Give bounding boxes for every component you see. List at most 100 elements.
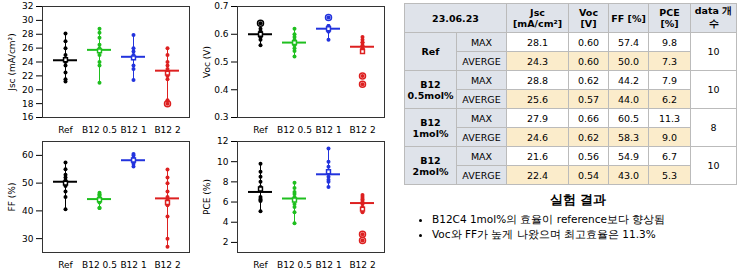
svg-text:2: 2 xyxy=(223,237,229,247)
svg-text:B12 1: B12 1 xyxy=(120,125,146,135)
html-text:24.3: 24.3 xyxy=(526,55,549,67)
html-text:27.9: 27.9 xyxy=(526,112,549,124)
svg-text:50: 50 xyxy=(22,178,34,188)
html-text:MAX: MAX xyxy=(470,36,493,48)
html-text:44.0: 44.0 xyxy=(617,93,640,105)
svg-text:Ref: Ref xyxy=(58,125,73,135)
html-text:21.6: 21.6 xyxy=(526,150,549,162)
svg-text:0.7: 0.7 xyxy=(214,1,228,11)
svg-text:0.3: 0.3 xyxy=(214,112,228,122)
svg-text:28: 28 xyxy=(22,29,34,39)
svg-text:0.5: 0.5 xyxy=(214,57,228,67)
html-text:0.66: 0.66 xyxy=(577,112,600,124)
html-text:0.54: 0.54 xyxy=(577,169,600,181)
html-text:Jsc [mA/cm²]: Jsc [mA/cm²] xyxy=(513,7,563,29)
svg-text:0.6: 0.6 xyxy=(214,29,229,39)
html-text:AVERGE: AVERGE xyxy=(462,131,501,143)
html-text:B12 1mol%: B12 1mol% xyxy=(412,116,449,139)
html-text:0.62: 0.62 xyxy=(577,74,600,86)
html-text:6.2: 6.2 xyxy=(662,93,678,105)
html-text:10: 10 xyxy=(707,84,720,95)
html-text:28.1: 28.1 xyxy=(526,36,549,48)
html-text:23.06.23: 23.06.23 xyxy=(432,12,479,24)
svg-text:18: 18 xyxy=(22,99,34,109)
svg-text:30: 30 xyxy=(22,234,34,244)
html-text:10: 10 xyxy=(707,160,720,171)
html-text:MAX: MAX xyxy=(470,112,493,124)
svg-text:4: 4 xyxy=(223,217,229,227)
html-text:MAX: MAX xyxy=(470,150,493,162)
svg-text:B12 2: B12 2 xyxy=(349,260,375,270)
html-text:data 개수: data 개수 xyxy=(694,5,733,29)
html-text:0.57: 0.57 xyxy=(577,93,600,105)
svg-text:26: 26 xyxy=(22,43,34,53)
svg-text:60: 60 xyxy=(22,150,34,160)
html-text:6.7: 6.7 xyxy=(662,150,678,162)
html-text:MAX: MAX xyxy=(470,74,493,86)
svg-text:12: 12 xyxy=(217,136,228,146)
html-text:PCE [%]: PCE [%] xyxy=(659,7,680,29)
html-text:9.8: 9.8 xyxy=(662,36,678,48)
html-text:43.0: 43.0 xyxy=(617,169,640,181)
svg-text:B12 2: B12 2 xyxy=(154,260,180,270)
html-text:9.0: 9.0 xyxy=(662,131,678,143)
svg-text:8: 8 xyxy=(223,177,229,187)
svg-text:24: 24 xyxy=(22,57,34,67)
html-text:Voc [V]: Voc [V] xyxy=(579,7,598,29)
html-text:44.2: 44.2 xyxy=(617,74,640,86)
html-text:FF [%]: FF [%] xyxy=(611,12,646,24)
html-text:50.0: 50.0 xyxy=(617,55,640,67)
html-text:28.8: 28.8 xyxy=(526,74,549,86)
svg-text:B12 0.5: B12 0.5 xyxy=(82,125,117,135)
html-text:60.5: 60.5 xyxy=(617,112,640,124)
svg-text:20: 20 xyxy=(22,85,34,95)
html-text:Ref: Ref xyxy=(421,46,440,57)
svg-text:Voc (V): Voc (V) xyxy=(202,46,212,78)
svg-text:B12 0.5: B12 0.5 xyxy=(277,260,312,270)
svg-text:B12 2: B12 2 xyxy=(154,125,180,135)
html-text:실험 결과: 실험 결과 xyxy=(549,192,607,207)
svg-text:0.4: 0.4 xyxy=(214,85,229,95)
html-text:0.56: 0.56 xyxy=(577,150,600,162)
html-text:AVERGE: AVERGE xyxy=(462,55,501,67)
svg-text:B12 1: B12 1 xyxy=(120,260,146,270)
html-text:58.3: 58.3 xyxy=(617,131,640,143)
html-text:0.62: 0.62 xyxy=(577,131,600,143)
svg-text:22: 22 xyxy=(22,71,33,81)
svg-text:B12 1: B12 1 xyxy=(315,260,341,270)
html-text:0.60: 0.60 xyxy=(577,55,600,67)
html-text:7.9: 7.9 xyxy=(662,74,678,86)
html-text:AVERGE: AVERGE xyxy=(462,93,501,105)
svg-text:Jsc (mA/cm²): Jsc (mA/cm²) xyxy=(7,33,17,91)
html-text:B12C4 1mol%의 효율이 reference보다 향: B12C4 1mol%의 효율이 reference보다 향상됨 xyxy=(432,213,666,225)
html-text:22.4: 22.4 xyxy=(526,169,549,181)
svg-text:B12 2: B12 2 xyxy=(349,125,375,135)
html-text:AVERGE: AVERGE xyxy=(462,169,501,181)
svg-text:FF (%): FF (%) xyxy=(7,183,17,212)
html-text:10: 10 xyxy=(707,46,720,57)
html-text:B12 0.5mol%: B12 0.5mol% xyxy=(407,78,454,101)
svg-text:Ref: Ref xyxy=(58,260,73,270)
svg-text:30: 30 xyxy=(22,15,34,25)
svg-text:PCE (%): PCE (%) xyxy=(202,179,212,215)
html-text:7.3: 7.3 xyxy=(662,55,678,67)
svg-text:Ref: Ref xyxy=(253,125,268,135)
svg-text:16: 16 xyxy=(22,112,34,122)
html-text:5.3: 5.3 xyxy=(662,169,678,181)
html-text:B12 2mol%: B12 2mol% xyxy=(412,154,449,177)
html-text:25.6: 25.6 xyxy=(526,93,549,105)
html-text:Voc와 FF가 높게 나왔으며 최고효율은 11.3%: Voc와 FF가 높게 나왔으며 최고효율은 11.3% xyxy=(432,228,656,240)
svg-text:32: 32 xyxy=(22,1,33,11)
html-text:54.9: 54.9 xyxy=(617,150,640,162)
svg-text:B12 1: B12 1 xyxy=(315,125,341,135)
html-text:57.4: 57.4 xyxy=(617,36,640,48)
svg-text:Ref: Ref xyxy=(253,260,268,270)
svg-text:40: 40 xyxy=(22,206,34,216)
svg-text:B12 0.5: B12 0.5 xyxy=(277,125,312,135)
svg-text:B12 0.5: B12 0.5 xyxy=(82,260,117,270)
svg-text:10: 10 xyxy=(217,157,229,167)
html-text:24.6: 24.6 xyxy=(526,131,549,143)
html-text:11.3: 11.3 xyxy=(658,112,681,124)
svg-text:6: 6 xyxy=(223,197,229,207)
html-text:0.60: 0.60 xyxy=(577,36,600,48)
